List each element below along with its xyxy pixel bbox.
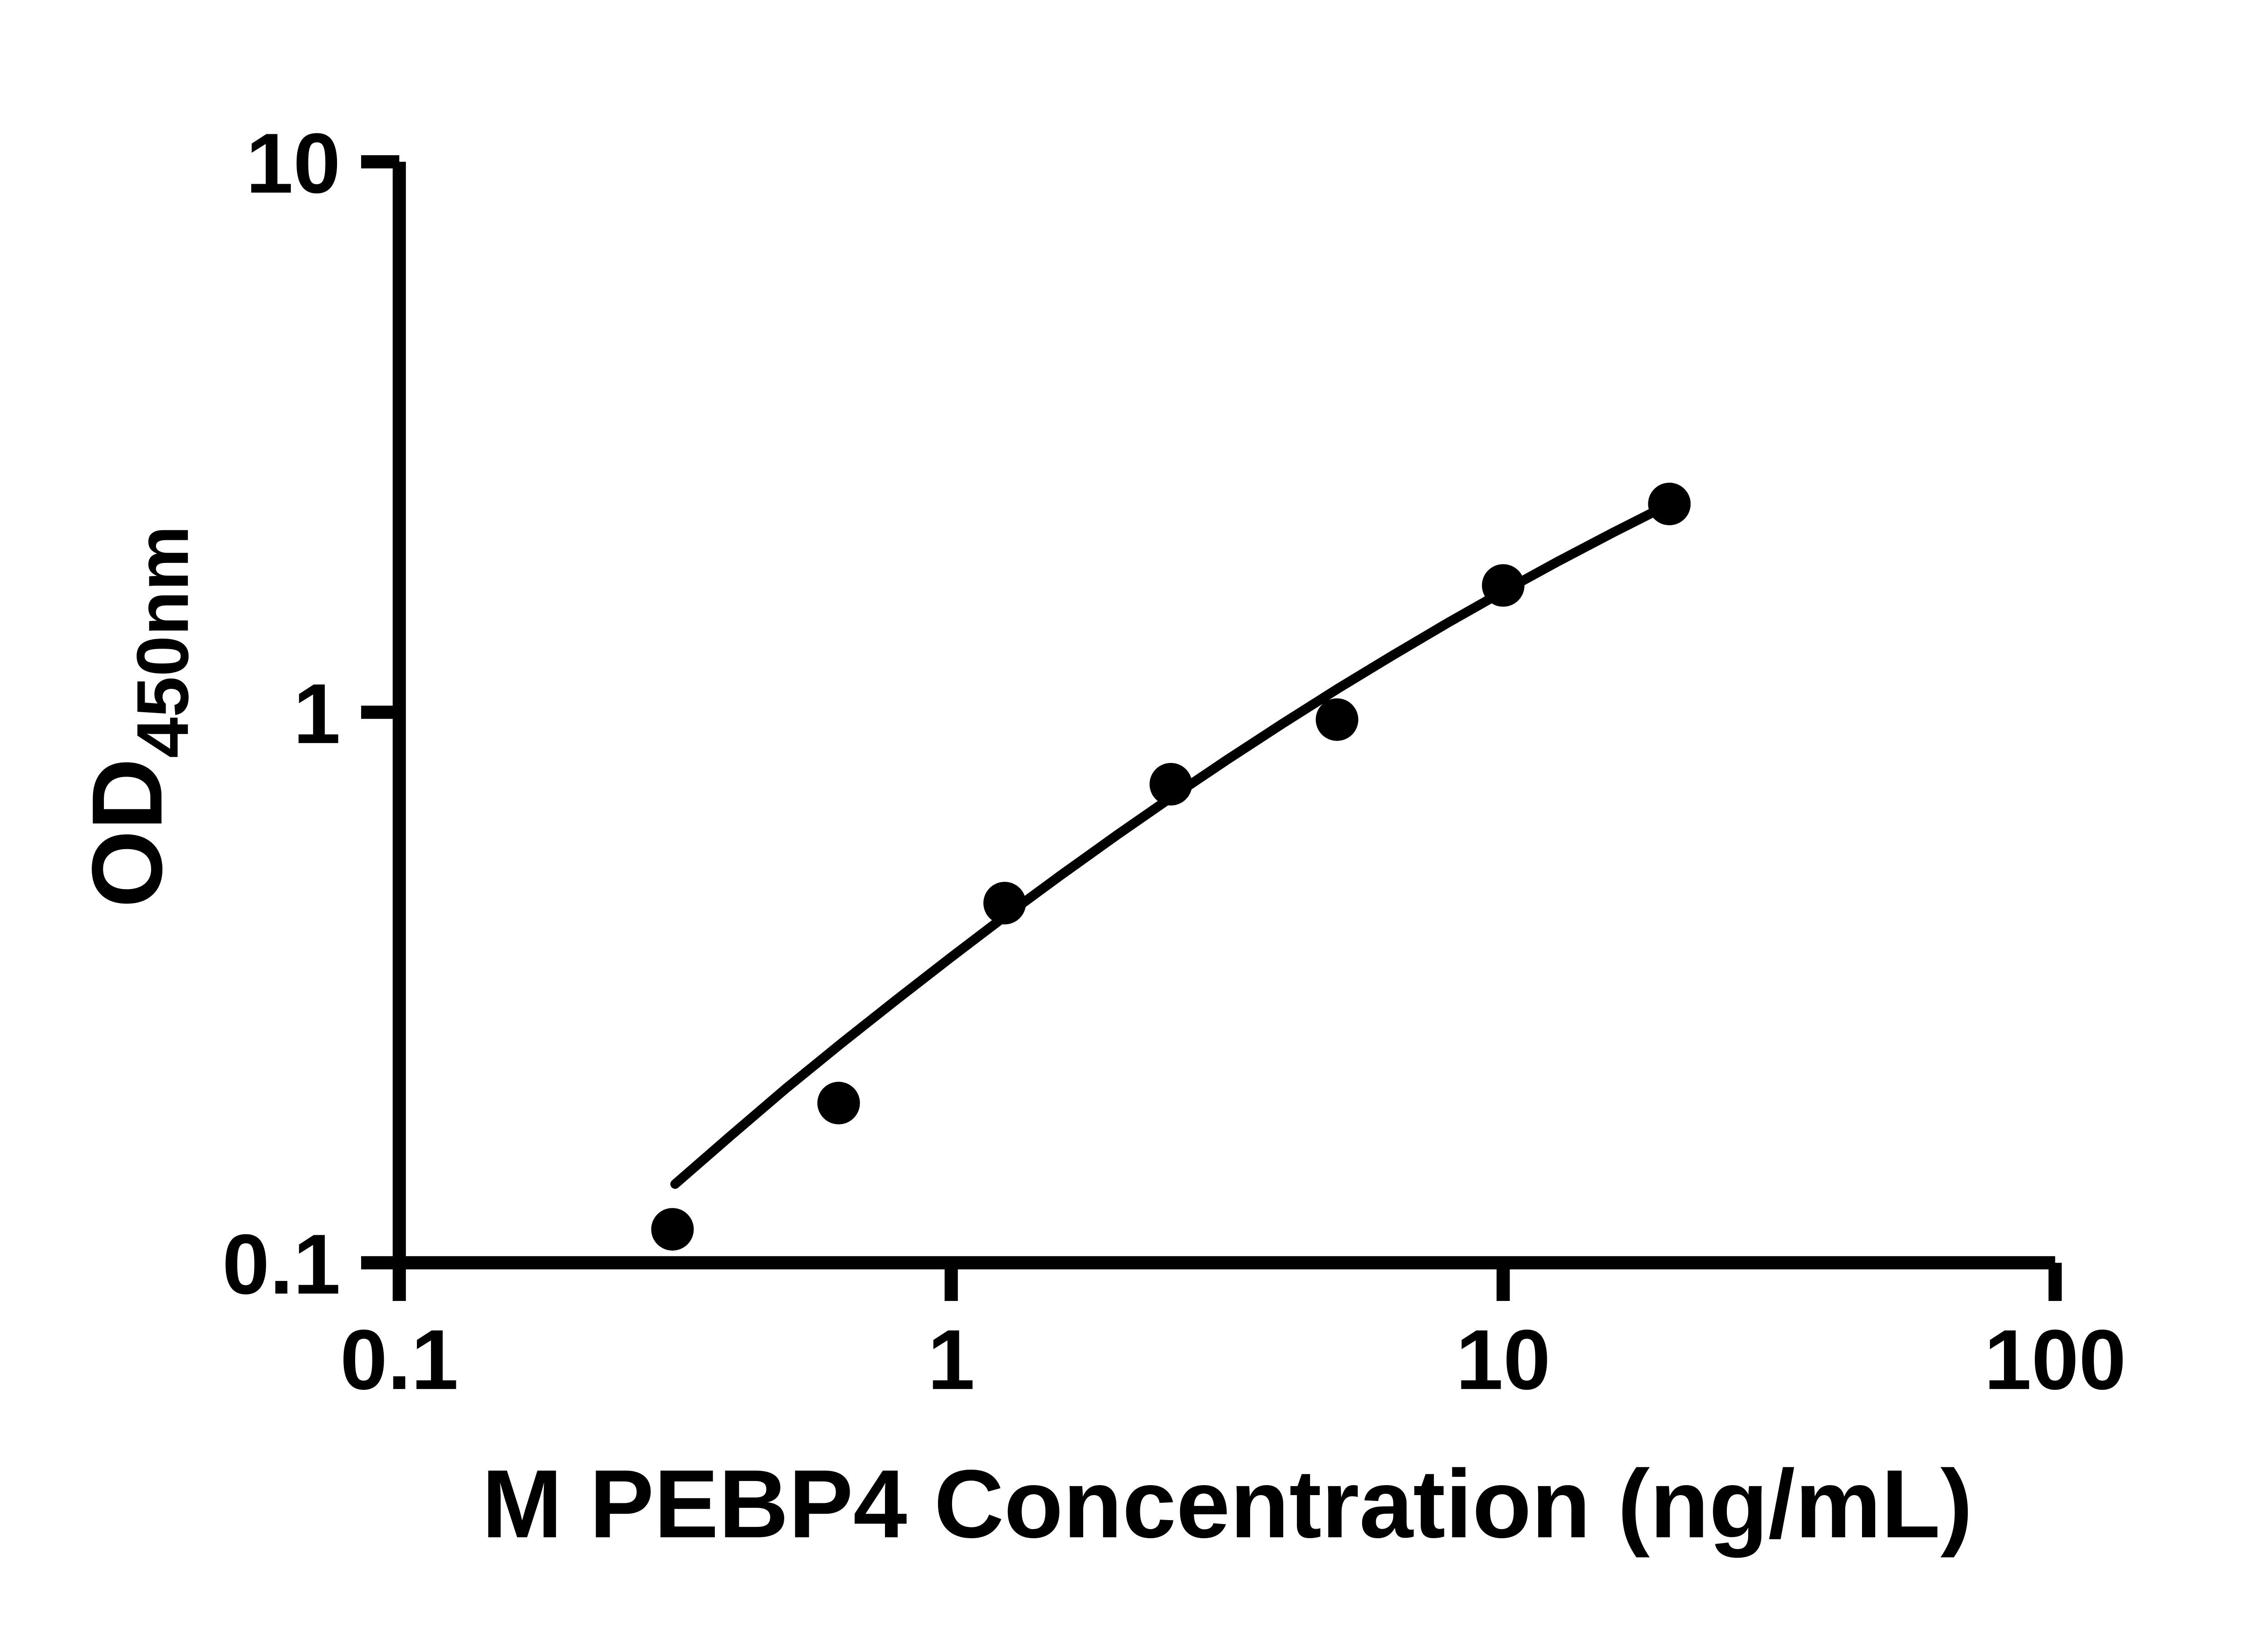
x-axis-title: M PEBP4 Concentration (ng/mL) <box>482 1450 1973 1558</box>
x-tick-label: 1 <box>928 1312 975 1407</box>
axis-lines <box>392 161 2055 1270</box>
fit-curve <box>670 499 1674 1189</box>
y-axis-title: OD450nm <box>71 526 204 908</box>
data-point <box>651 1208 694 1251</box>
y-tick-label: 1 <box>293 666 340 761</box>
x-tick-label: 0.1 <box>340 1312 459 1407</box>
y-axis-title-sub: 450nm <box>122 526 204 758</box>
x-tick-label: 10 <box>1456 1312 1551 1407</box>
data-point <box>1648 483 1691 525</box>
data-point <box>1315 698 1359 741</box>
y-tick-label: 0.1 <box>222 1217 341 1312</box>
y-tick-label: 10 <box>246 116 341 211</box>
data-point <box>1149 763 1193 806</box>
y-axis-title-main: OD <box>71 758 183 908</box>
data-point <box>817 1081 860 1125</box>
data-point <box>983 882 1026 924</box>
x-tick-label: 100 <box>1984 1312 2126 1407</box>
chart-plot-area: 0.1 1 10 100 10 1 0.1 <box>222 116 2126 1408</box>
data-point <box>1481 564 1525 607</box>
